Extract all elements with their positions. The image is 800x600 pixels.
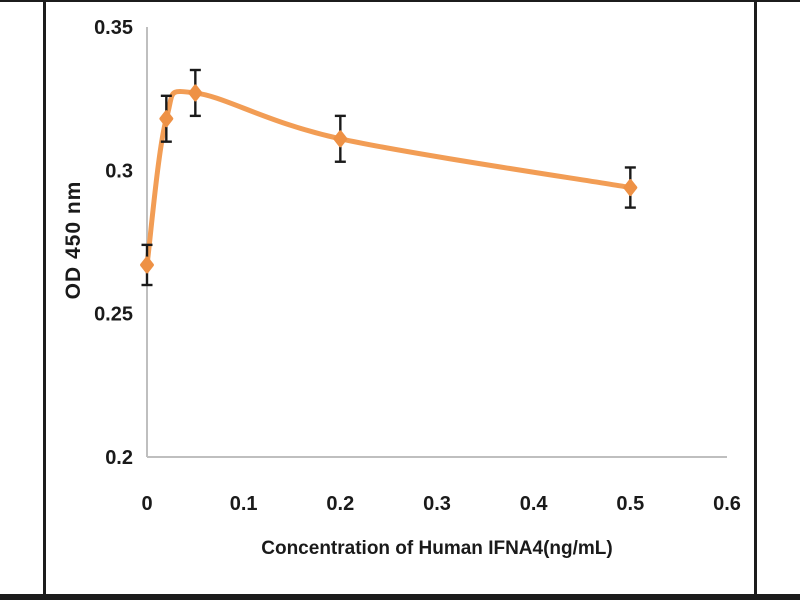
x-tick-label: 0.6 [713,493,741,515]
frame-bottom-border [0,594,800,600]
y-tick-label: 0.3 [105,160,133,182]
y-tick-label: 0.35 [94,17,133,39]
x-tick-label: 0 [141,493,152,515]
x-tick-label: 0.5 [616,493,644,515]
frame-top-border [0,0,800,2]
frame-right-border [754,0,757,600]
x-tick-label: 0.1 [230,493,258,515]
data-point-marker [140,256,154,274]
data-point-marker [159,110,174,128]
x-tick-label: 0.2 [326,493,354,515]
data-point-marker [623,179,638,197]
frame-left-border [43,0,46,600]
series-line [144,89,633,268]
data-point-marker [188,84,203,102]
y-tick-label: 0.2 [105,447,133,469]
y-tick-label: 0.25 [94,304,133,326]
y-axis-title: OD 450 nm [62,180,85,300]
x-tick-label: 0.4 [520,493,549,515]
x-axis-title: Concentration of Human IFNA4(ng/mL) [261,538,613,559]
data-point-marker [333,130,348,148]
x-tick-label: 0.3 [423,493,451,515]
